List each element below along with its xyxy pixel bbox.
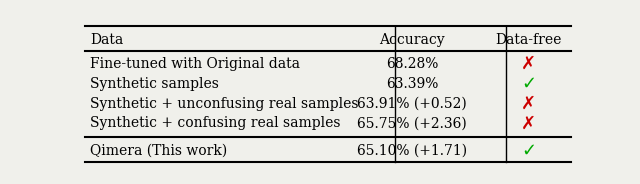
Text: Data-free: Data-free bbox=[496, 33, 562, 47]
Text: Synthetic + confusing real samples: Synthetic + confusing real samples bbox=[90, 116, 340, 130]
Text: Fine-tuned with Original data: Fine-tuned with Original data bbox=[90, 57, 300, 71]
Text: ✓: ✓ bbox=[522, 142, 536, 160]
Text: Synthetic samples: Synthetic samples bbox=[90, 77, 219, 91]
Text: Accuracy: Accuracy bbox=[380, 33, 445, 47]
Text: 63.91% (+0.52): 63.91% (+0.52) bbox=[358, 97, 467, 111]
Text: Qimera (This work): Qimera (This work) bbox=[90, 144, 227, 158]
Text: 65.75% (+2.36): 65.75% (+2.36) bbox=[358, 116, 467, 130]
Text: Data: Data bbox=[90, 33, 123, 47]
Text: 65.10% (+1.71): 65.10% (+1.71) bbox=[357, 144, 467, 158]
Text: ✗: ✗ bbox=[522, 55, 536, 73]
Text: ✓: ✓ bbox=[522, 75, 536, 93]
Text: Synthetic + unconfusing real samples: Synthetic + unconfusing real samples bbox=[90, 97, 358, 111]
Text: 68.28%: 68.28% bbox=[386, 57, 438, 71]
Text: ✗: ✗ bbox=[522, 114, 536, 132]
Text: ✗: ✗ bbox=[522, 95, 536, 113]
Text: 63.39%: 63.39% bbox=[386, 77, 438, 91]
